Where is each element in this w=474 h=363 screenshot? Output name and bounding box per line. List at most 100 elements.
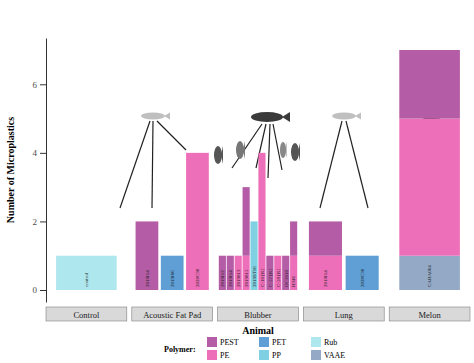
bar-label: C-58 [K] bbox=[276, 268, 281, 287]
facet-strip bbox=[218, 307, 299, 321]
x-axis-title: Animal bbox=[242, 325, 274, 336]
y-tick: 6 bbox=[33, 80, 47, 90]
bar-segment bbox=[266, 256, 273, 290]
y-tick-mark bbox=[40, 153, 46, 154]
y-tick: 4 bbox=[33, 148, 47, 158]
bar-label: 2019ST16 bbox=[252, 266, 257, 287]
legend-label: VAAE bbox=[324, 351, 345, 360]
bar-label: 2019I12 bbox=[220, 270, 225, 287]
animal-icon bbox=[332, 113, 356, 120]
animal-icon-tail bbox=[298, 143, 300, 161]
facet-strip bbox=[303, 307, 384, 321]
bar-label: 2019I14 bbox=[323, 270, 328, 287]
animal-icon-tail bbox=[164, 113, 170, 120]
bar-segment bbox=[250, 221, 257, 290]
facet-strip bbox=[389, 307, 470, 321]
y-tick-label: 4 bbox=[33, 148, 38, 158]
pointer-line bbox=[268, 124, 270, 178]
bar-segment bbox=[399, 256, 460, 290]
bar-segment bbox=[243, 256, 250, 290]
legend-label: PEST bbox=[220, 338, 239, 347]
bar-label: 2019I14 bbox=[228, 270, 233, 287]
legend-label: PET bbox=[272, 338, 286, 347]
legend-swatch bbox=[311, 337, 321, 347]
y-tick: 2 bbox=[33, 217, 47, 227]
animal-icon bbox=[251, 112, 283, 122]
animal-icon bbox=[214, 146, 222, 164]
bar-label: control bbox=[84, 272, 89, 287]
facet-label: Lung bbox=[335, 310, 354, 320]
bars bbox=[56, 50, 460, 290]
bar-label: 2019I14 bbox=[145, 270, 150, 287]
bar-segment bbox=[219, 256, 226, 290]
legend-title: Polymer: bbox=[164, 345, 196, 354]
bar-segment bbox=[346, 256, 379, 290]
animal-icon bbox=[236, 141, 244, 159]
facet-label: Blubber bbox=[244, 310, 272, 320]
pointer-line bbox=[157, 121, 186, 150]
bar-label: H346 bbox=[291, 275, 296, 287]
animal-icon bbox=[141, 113, 165, 120]
bar-label: OC2010 bbox=[284, 270, 289, 287]
bar-segment bbox=[309, 256, 342, 290]
legend-swatch bbox=[207, 337, 217, 347]
decoration bbox=[120, 112, 440, 208]
bar-segment bbox=[399, 50, 460, 119]
bar-segment bbox=[136, 221, 159, 290]
legend-swatch bbox=[259, 350, 269, 360]
facet-label: Control bbox=[73, 310, 100, 320]
pointer-line bbox=[320, 121, 342, 208]
animal-icon-tail bbox=[282, 112, 290, 122]
pointer-line bbox=[120, 121, 150, 208]
facet-strip bbox=[132, 307, 213, 321]
bar-segment bbox=[399, 119, 460, 256]
legend-label: Rub bbox=[324, 338, 337, 347]
bar-label: 2019015 bbox=[244, 269, 249, 287]
animal-icon-tail bbox=[285, 142, 287, 158]
bar-segment bbox=[56, 256, 117, 290]
y-tick-label: 0 bbox=[33, 285, 38, 295]
bar-label: C-10 [K] bbox=[260, 268, 265, 287]
bar-segment bbox=[282, 256, 289, 290]
bar-segment bbox=[274, 256, 281, 290]
y-tick-mark bbox=[40, 84, 46, 85]
bar-segment bbox=[235, 256, 242, 290]
pointer-line bbox=[346, 121, 368, 208]
animal-icon-tail bbox=[243, 141, 245, 159]
legend-swatch bbox=[311, 350, 321, 360]
bar-segment bbox=[227, 256, 234, 290]
y-axis: 0 2 4 6 bbox=[33, 39, 47, 303]
y-tick-mark bbox=[40, 221, 46, 222]
bar-segment bbox=[309, 221, 342, 255]
legend-swatch bbox=[207, 350, 217, 360]
animal-icon-tail bbox=[355, 113, 361, 120]
pointer-line bbox=[152, 121, 153, 208]
bar-label: C-57 [K] bbox=[268, 268, 273, 287]
bar-segment bbox=[243, 187, 250, 256]
y-tick: 0 bbox=[33, 285, 47, 295]
y-tick-mark bbox=[40, 290, 46, 291]
legend-label: PE bbox=[220, 351, 229, 360]
legend-swatch bbox=[259, 337, 269, 347]
y-tick-label: 6 bbox=[33, 80, 38, 90]
texts: ControlcontrolAcoustic Fat Pad2019I14201… bbox=[46, 265, 470, 321]
facet-strip bbox=[46, 307, 127, 321]
chart: ControlcontrolAcoustic Fat Pad2019I14201… bbox=[0, 0, 474, 363]
bar-segment bbox=[161, 256, 184, 290]
animal-icon-tail bbox=[221, 146, 223, 164]
bar-label: 2019I06 bbox=[170, 270, 175, 287]
animal-icon bbox=[280, 142, 286, 158]
y-tick-label: 2 bbox=[33, 217, 38, 227]
bar-segment bbox=[290, 256, 297, 290]
bar-label: 2019013 bbox=[236, 269, 241, 287]
bar-label: 2020C30 bbox=[195, 268, 200, 287]
facet-label: Acoustic Fat Pad bbox=[143, 310, 202, 320]
bar-segment bbox=[290, 221, 297, 255]
y-axis-line bbox=[46, 39, 47, 303]
legend: Polymer:PESTPEPETPPRubVAAE bbox=[164, 337, 345, 360]
y-axis-title: Number of Microplastics bbox=[5, 117, 16, 223]
bar-segment bbox=[258, 153, 265, 290]
bar-segment bbox=[186, 153, 209, 290]
bar-label: CAHA064 bbox=[427, 265, 432, 287]
bar-label: 2020C30 bbox=[360, 268, 365, 287]
